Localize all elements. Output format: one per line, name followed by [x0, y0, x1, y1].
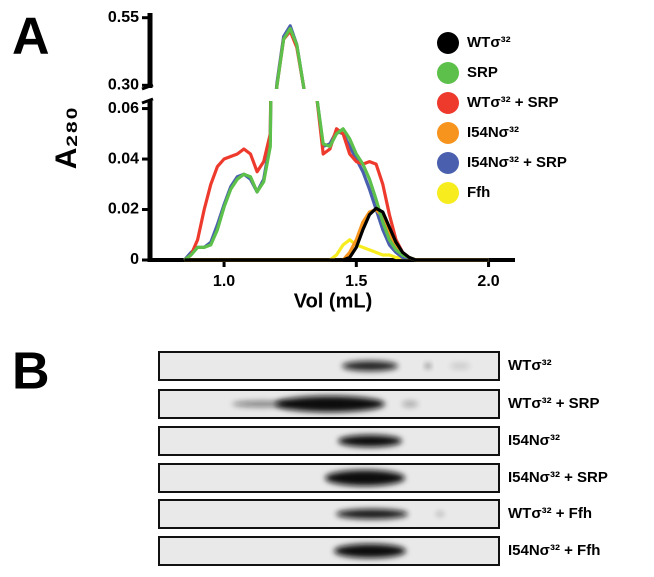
lane-label: WTσ³² + Ffh — [508, 505, 592, 522]
series-line — [184, 206, 489, 262]
gel-band — [436, 512, 444, 516]
legend: WTσ³² SRP WTσ³² + SRP I54Nσ³² I54Nσ³² + SRP F… — [437, 32, 567, 204]
lane-label: I54Nσ³² + SRP — [508, 469, 608, 486]
gel-panel: WTσ³² WTσ³² + SRP I54Nσ³² I54Nσ³² + SRP WTσ³… — [158, 351, 608, 566]
gel-band — [450, 363, 470, 369]
plot: 0 0.02 0.04 0.06 0.30 0.55 1.0 1.5 2.0 — [108, 9, 515, 290]
gel-band — [425, 364, 431, 368]
gel-band — [338, 435, 402, 447]
gel-band — [325, 470, 405, 486]
gel-lane — [158, 499, 500, 529]
y-tick-label: 0.02 — [108, 201, 139, 218]
legend-marker — [437, 152, 459, 174]
axis-break — [141, 83, 154, 91]
gel-band — [232, 401, 292, 407]
gel-band — [334, 544, 406, 558]
legend-label: I54Nσ³² — [467, 124, 519, 141]
y-tick-label: 0.06 — [108, 100, 139, 117]
y-tick-label: 0 — [130, 251, 139, 268]
legend-marker — [437, 92, 459, 114]
gel-band — [342, 361, 398, 371]
panel-label: B — [12, 343, 50, 401]
y-axis-label: A₂₈₀ — [50, 107, 83, 170]
gel-band — [402, 401, 418, 407]
x-tick-label: 2.0 — [477, 273, 499, 290]
legend-label: SRP — [467, 64, 498, 81]
legend-label: Ffh — [467, 184, 490, 201]
gel-lane — [158, 351, 500, 381]
gel-band — [275, 396, 385, 412]
gel-lane — [158, 536, 500, 566]
legend-label: WTσ³² + SRP — [467, 94, 559, 111]
lane-label: I54Nσ³² + Ffh — [508, 542, 600, 559]
legend-label: WTσ³² — [467, 34, 511, 51]
x-axis-label: Vol (mL) — [294, 290, 373, 312]
legend-label: I54Nσ³² + SRP — [467, 154, 567, 171]
panel-label: A — [12, 8, 50, 66]
y-tick-label: 0.30 — [108, 77, 139, 94]
y-tick-label: 0.04 — [108, 150, 139, 167]
legend-marker — [437, 32, 459, 54]
gel-band — [336, 509, 408, 519]
y-tick-label: 0.55 — [108, 9, 139, 26]
x-tick-label: 1.0 — [213, 273, 235, 290]
x-tick-label: 1.5 — [345, 273, 367, 290]
lane-label: I54Nσ³² — [508, 432, 560, 449]
lane-label: WTσ³² + SRP — [508, 395, 600, 412]
legend-marker — [437, 62, 459, 84]
axis-break — [141, 97, 154, 105]
lane-label: WTσ³² — [508, 357, 552, 374]
legend-marker — [437, 182, 459, 204]
gel-lane — [158, 426, 500, 456]
legend-marker — [437, 122, 459, 144]
series-line — [184, 238, 489, 262]
